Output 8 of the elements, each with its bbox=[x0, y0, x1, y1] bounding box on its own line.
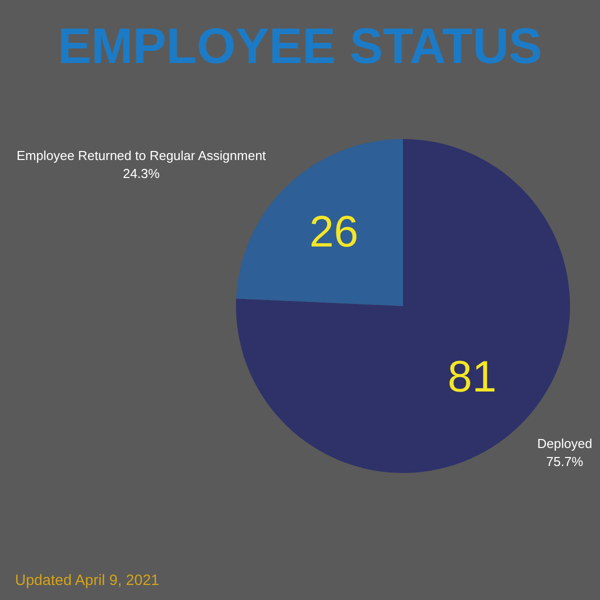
text: 75.7% bbox=[546, 454, 584, 470]
chart-title: EMPLOYEE STATUS bbox=[58, 18, 542, 74]
data-label: 81 bbox=[448, 352, 497, 402]
text: Updated April 9, 2021 bbox=[15, 572, 160, 589]
data-label: 26 bbox=[309, 208, 358, 257]
text: 24.3% bbox=[122, 166, 160, 181]
slice-label: Employee Returned to Regular Assignment bbox=[16, 148, 266, 163]
slice-label: Deployed bbox=[537, 436, 592, 452]
